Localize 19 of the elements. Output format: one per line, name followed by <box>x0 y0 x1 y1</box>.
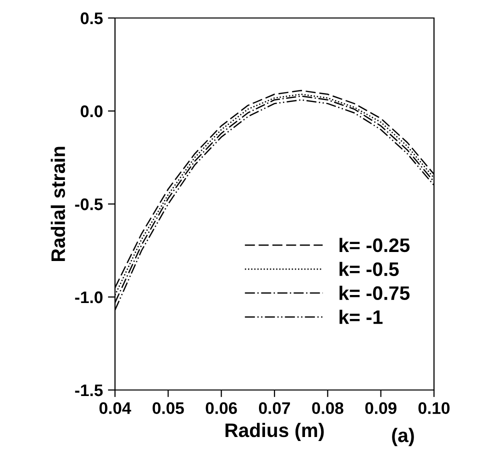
x-axis-title: Radius (m) <box>226 422 324 442</box>
text: (a) <box>392 428 414 446</box>
x-tick-label: 0.05 <box>152 402 184 414</box>
legend-label: k= -0.75 <box>340 286 410 300</box>
x-tick-label: 0.09 <box>365 402 396 414</box>
x-tick-label: 0.08 <box>312 402 344 414</box>
legend-label: k= -1 <box>340 310 383 324</box>
x-tick-label: 0.10 <box>418 402 450 414</box>
y-axis-title: Radial strain <box>50 146 66 262</box>
y-tick-label: -0.5 <box>75 198 103 210</box>
x-tick-label: 0.06 <box>206 402 237 414</box>
x-tick-label: 0.04 <box>99 402 132 414</box>
legend-label: k= -0.25 <box>340 238 410 252</box>
y-tick-label: -1.0 <box>75 291 103 304</box>
y-tick-label: 0.5 <box>80 12 103 24</box>
x-tick-label: 0.07 <box>258 402 290 414</box>
y-tick-label: 0.0 <box>80 105 103 118</box>
legend-label: k= -0.5 <box>340 262 399 276</box>
y-tick-label: -1.5 <box>75 384 103 396</box>
